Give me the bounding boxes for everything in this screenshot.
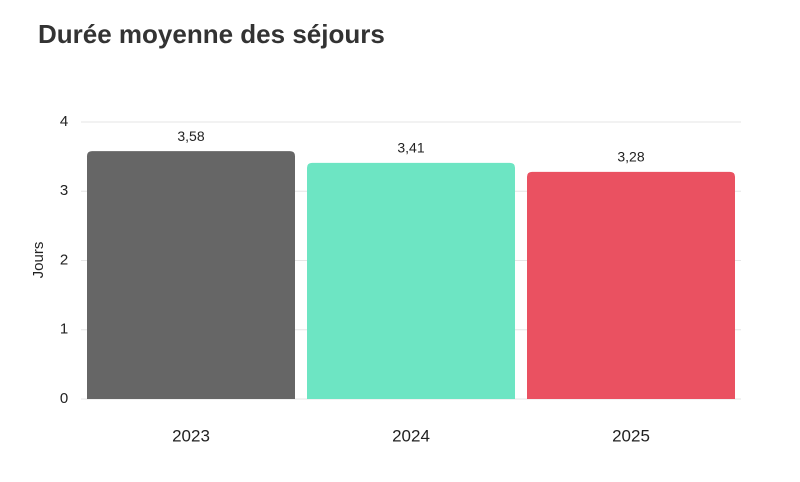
bar xyxy=(307,162,515,399)
value-label: 3,28 xyxy=(617,149,644,165)
y-tick-label: 3 xyxy=(60,182,68,199)
x-tick-label: 2025 xyxy=(612,426,650,445)
value-label: 3,41 xyxy=(397,140,424,156)
y-tick-label: 4 xyxy=(60,113,68,130)
y-tick-label: 2 xyxy=(60,251,68,268)
y-axis-title: Jours xyxy=(30,242,47,279)
y-tick-label: 0 xyxy=(60,390,68,407)
value-label: 3,58 xyxy=(177,128,204,144)
y-tick-label: 1 xyxy=(60,321,68,338)
bar xyxy=(527,171,735,399)
bar xyxy=(87,151,295,399)
x-tick-label: 2024 xyxy=(392,426,430,445)
chart-title: Durée moyenne des séjours xyxy=(38,19,385,49)
x-tick-label: 2023 xyxy=(172,426,210,445)
